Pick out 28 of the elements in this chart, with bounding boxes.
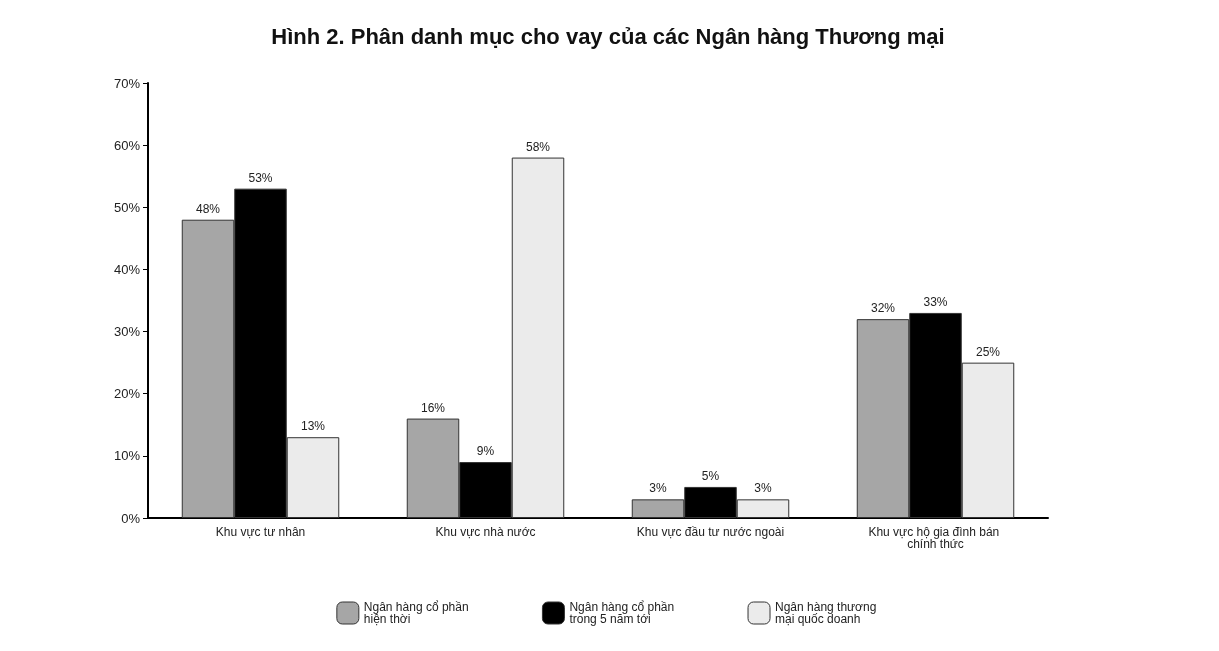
data-label: 25%	[975, 344, 1001, 359]
x-tick-label: Khu vực hộ gia đình bán chính thức	[868, 525, 1003, 551]
x-tick-label: Khu vực tư nhân	[215, 525, 306, 539]
data-label: 53%	[248, 170, 273, 185]
x-tick-label: Khu vực nhà nước	[435, 525, 536, 539]
y-tick-label: 0%	[121, 510, 141, 526]
y-tick-label: 20%	[113, 386, 141, 402]
legend-label: Ngân hàng thương mại quốc doanh	[775, 600, 880, 626]
chart-title: Hình 2. Phân danh mục cho vay của các Ngân hàng Thương mại	[271, 23, 945, 49]
data-label: 16%	[420, 400, 446, 415]
data-label: 32%	[870, 301, 896, 316]
y-tick-label: 40%	[113, 261, 141, 277]
y-tick-label: 10%	[113, 448, 141, 464]
data-label: 5%	[701, 468, 720, 483]
y-tick-label: 70%	[113, 75, 141, 91]
data-label: 48%	[195, 201, 221, 216]
data-label: 3%	[649, 481, 667, 496]
y-tick-label: 50%	[113, 199, 141, 215]
y-tick-label: 60%	[113, 137, 141, 153]
x-tick-label: Khu vực đầu tư nước ngoài	[636, 525, 785, 539]
data-label: 58%	[525, 139, 551, 154]
data-label: 33%	[923, 294, 948, 309]
legend-label: Ngân hàng cổ phần hiện thời	[363, 600, 472, 626]
data-label: 13%	[300, 419, 326, 434]
data-label: 3%	[754, 481, 772, 496]
y-tick-label: 30%	[113, 324, 141, 340]
legend-label: Ngân hàng cổ phần trong 5 năm tới	[569, 600, 678, 626]
data-label: 9%	[476, 444, 495, 459]
